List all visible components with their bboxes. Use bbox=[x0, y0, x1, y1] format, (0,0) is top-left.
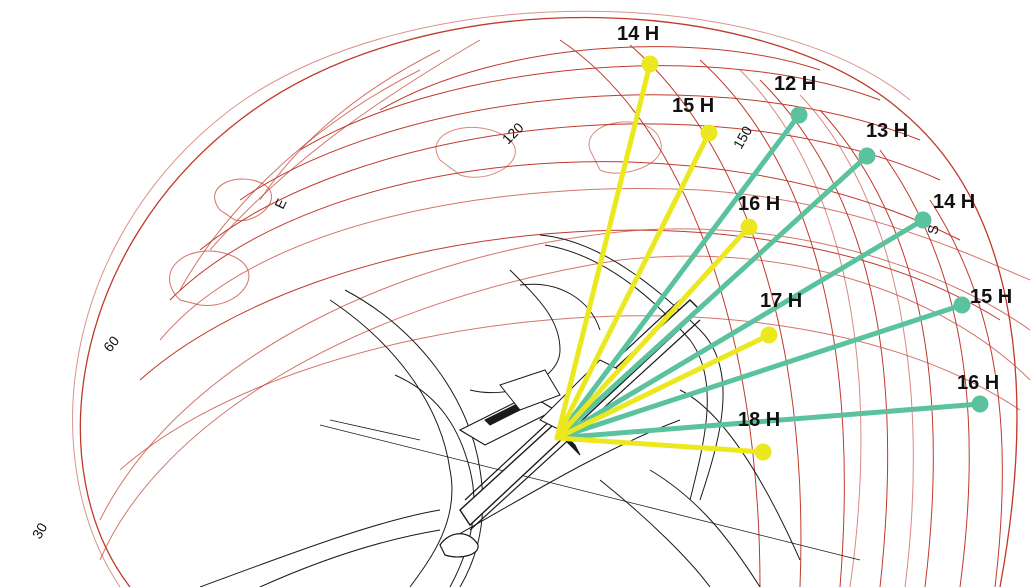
yellow-sun-position-2 bbox=[740, 218, 758, 236]
direction-label-south: S bbox=[924, 224, 941, 236]
teal-hour-label-0: 12 H bbox=[774, 73, 816, 95]
teal-hour-label-2: 14 H bbox=[933, 191, 975, 213]
teal-sun-position-2 bbox=[914, 211, 932, 229]
teal-ray-4 bbox=[554, 401, 983, 441]
yellow-hour-label-4: 18 H bbox=[738, 409, 780, 431]
yellow-hour-label-1: 15 H bbox=[672, 95, 714, 117]
yellow-ray-0 bbox=[554, 61, 653, 441]
teal-hour-label-1: 13 H bbox=[866, 120, 908, 142]
teal-sun-position-1 bbox=[858, 147, 876, 165]
teal-ray-1 bbox=[554, 153, 870, 441]
azimuth-label-150: 150 bbox=[730, 123, 756, 151]
teal-hour-label-3: 15 H bbox=[970, 286, 1012, 308]
yellow-hour-label-2: 16 H bbox=[738, 193, 780, 215]
teal-sun-rays: 12 H 13 H 14 H 15 H 16 H bbox=[554, 73, 1012, 441]
yellow-ray-4 bbox=[554, 435, 766, 455]
teal-ray-0 bbox=[554, 112, 802, 441]
yellow-ray-2 bbox=[554, 224, 752, 441]
azimuth-label-120: 120 bbox=[499, 119, 527, 147]
yellow-hour-label-3: 17 H bbox=[760, 290, 802, 312]
teal-sun-position-0 bbox=[790, 106, 808, 124]
yellow-sun-position-1 bbox=[700, 124, 718, 142]
yellow-ray-3 bbox=[554, 332, 772, 441]
teal-sun-position-3 bbox=[953, 296, 971, 314]
yellow-sun-rays: 14 H 15 H 16 H 17 H 18 H bbox=[554, 23, 802, 461]
yellow-hour-label-0: 14 H bbox=[617, 23, 659, 45]
azimuth-label-30: 30 bbox=[29, 520, 51, 542]
yellow-sun-position-4 bbox=[754, 443, 772, 461]
teal-ray-2 bbox=[554, 217, 926, 441]
azimuth-label-60: 60 bbox=[100, 333, 122, 355]
sun-path-grid bbox=[72, 10, 1031, 587]
direction-label-east: E bbox=[271, 196, 289, 211]
yellow-sun-position-3 bbox=[760, 326, 778, 344]
teal-sun-position-4 bbox=[971, 395, 989, 413]
yellow-sun-position-0 bbox=[641, 55, 659, 73]
teal-ray-3 bbox=[554, 302, 965, 441]
yellow-ray-1 bbox=[554, 130, 712, 441]
axis-labels: 30 60 120 150 E S bbox=[29, 119, 942, 541]
teal-hour-label-4: 16 H bbox=[957, 372, 999, 394]
